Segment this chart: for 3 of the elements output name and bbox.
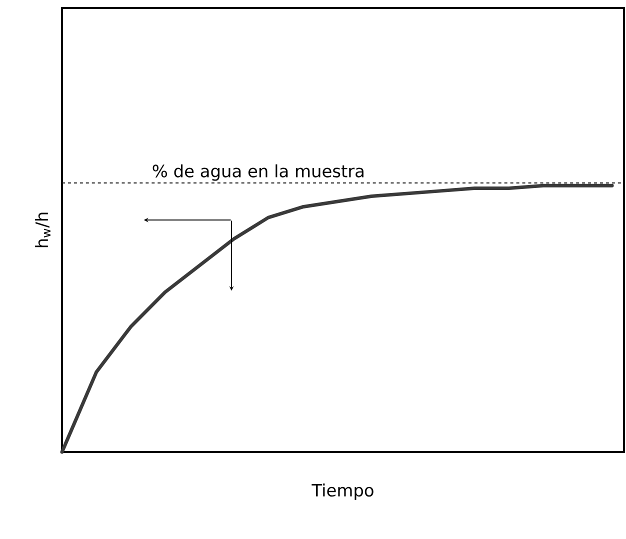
x-axis-title: Tiempo	[312, 484, 374, 500]
ref-line-label: % de agua en la muestra	[152, 164, 364, 181]
y-axis-title: h$_{w}$/h	[35, 212, 50, 248]
